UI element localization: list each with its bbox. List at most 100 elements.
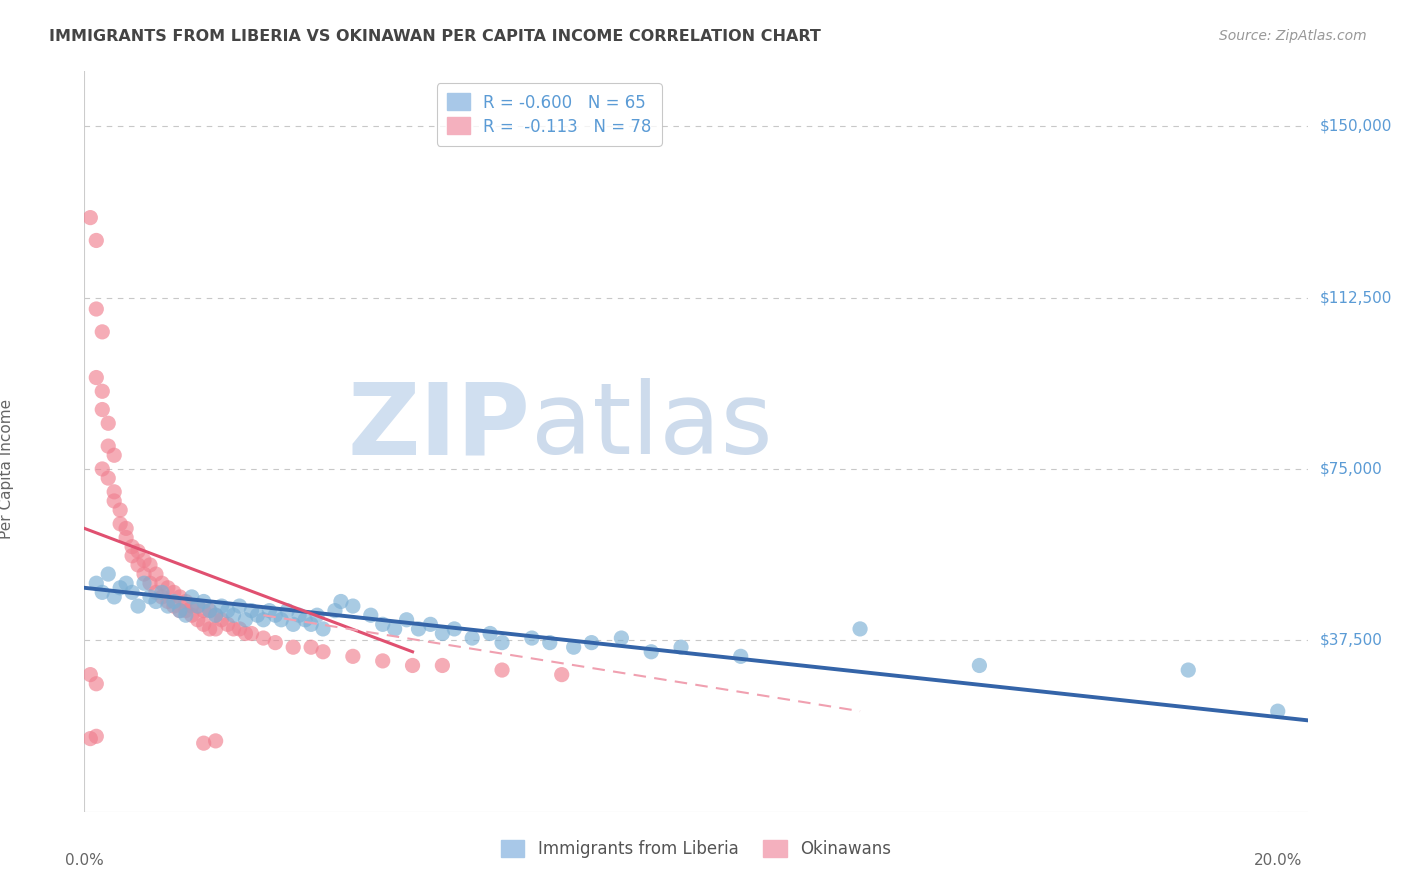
- Point: [132, 576, 155, 591]
- Text: 20.0%: 20.0%: [1254, 853, 1302, 868]
- Point: [163, 585, 186, 599]
- Point: [91, 384, 114, 399]
- Point: [329, 594, 352, 608]
- Point: [163, 594, 186, 608]
- Point: [371, 654, 394, 668]
- Point: [395, 613, 418, 627]
- Point: [169, 604, 191, 618]
- Point: [79, 731, 101, 746]
- Point: [384, 622, 406, 636]
- Point: [150, 585, 173, 599]
- Point: [169, 604, 191, 618]
- Point: [432, 658, 454, 673]
- Point: [103, 494, 125, 508]
- Point: [97, 439, 120, 453]
- Point: [156, 594, 179, 608]
- Point: [97, 471, 120, 485]
- Point: [79, 211, 101, 225]
- Point: [222, 622, 245, 636]
- Point: [193, 617, 215, 632]
- Point: [198, 604, 221, 618]
- Point: [198, 622, 221, 636]
- Point: [103, 590, 125, 604]
- Text: ZIP: ZIP: [347, 378, 531, 475]
- Point: [371, 617, 394, 632]
- Point: [84, 677, 107, 691]
- Point: [551, 667, 574, 681]
- Point: [156, 599, 179, 613]
- Point: [91, 402, 114, 417]
- Point: [849, 622, 872, 636]
- Point: [204, 608, 226, 623]
- Point: [491, 663, 513, 677]
- Point: [252, 613, 274, 627]
- Point: [139, 558, 162, 572]
- Point: [132, 553, 155, 567]
- Point: [240, 604, 263, 618]
- Point: [299, 617, 322, 632]
- Point: [342, 599, 364, 613]
- Point: [145, 594, 167, 608]
- Point: [419, 617, 441, 632]
- Text: IMMIGRANTS FROM LIBERIA VS OKINAWAN PER CAPITA INCOME CORRELATION CHART: IMMIGRANTS FROM LIBERIA VS OKINAWAN PER …: [49, 29, 821, 44]
- Point: [150, 576, 173, 591]
- Point: [139, 590, 162, 604]
- Point: [211, 599, 233, 613]
- Point: [84, 301, 107, 316]
- Point: [491, 635, 513, 649]
- Point: [121, 540, 143, 554]
- Point: [432, 626, 454, 640]
- Text: 0.0%: 0.0%: [65, 853, 104, 868]
- Point: [408, 622, 430, 636]
- Point: [222, 608, 245, 623]
- Point: [139, 576, 162, 591]
- Text: Source: ZipAtlas.com: Source: ZipAtlas.com: [1219, 29, 1367, 43]
- Point: [79, 667, 101, 681]
- Point: [193, 594, 215, 608]
- Point: [246, 608, 269, 623]
- Point: [145, 585, 167, 599]
- Point: [108, 503, 131, 517]
- Point: [103, 448, 125, 462]
- Point: [235, 626, 257, 640]
- Point: [276, 604, 298, 618]
- Point: [294, 613, 316, 627]
- Point: [156, 581, 179, 595]
- Point: [240, 626, 263, 640]
- Point: [252, 631, 274, 645]
- Point: [108, 516, 131, 531]
- Point: [1177, 663, 1199, 677]
- Point: [479, 626, 502, 640]
- Point: [187, 613, 209, 627]
- Point: [180, 608, 202, 623]
- Point: [169, 590, 191, 604]
- Point: [342, 649, 364, 664]
- Point: [97, 567, 120, 582]
- Point: [217, 617, 239, 632]
- Point: [121, 585, 143, 599]
- Point: [91, 585, 114, 599]
- Point: [259, 604, 281, 618]
- Point: [97, 417, 120, 431]
- Point: [174, 604, 197, 618]
- Text: $112,500: $112,500: [1319, 290, 1392, 305]
- Point: [193, 736, 215, 750]
- Point: [127, 558, 149, 572]
- Point: [640, 645, 662, 659]
- Point: [121, 549, 143, 563]
- Point: [163, 599, 186, 613]
- Point: [115, 531, 138, 545]
- Point: [283, 640, 305, 655]
- Point: [581, 635, 603, 649]
- Point: [288, 608, 311, 623]
- Point: [323, 604, 346, 618]
- Point: [610, 631, 633, 645]
- Point: [180, 590, 202, 604]
- Point: [211, 613, 233, 627]
- Point: [84, 576, 107, 591]
- Point: [84, 234, 107, 248]
- Point: [235, 613, 257, 627]
- Point: [562, 640, 585, 655]
- Point: [730, 649, 752, 664]
- Point: [669, 640, 692, 655]
